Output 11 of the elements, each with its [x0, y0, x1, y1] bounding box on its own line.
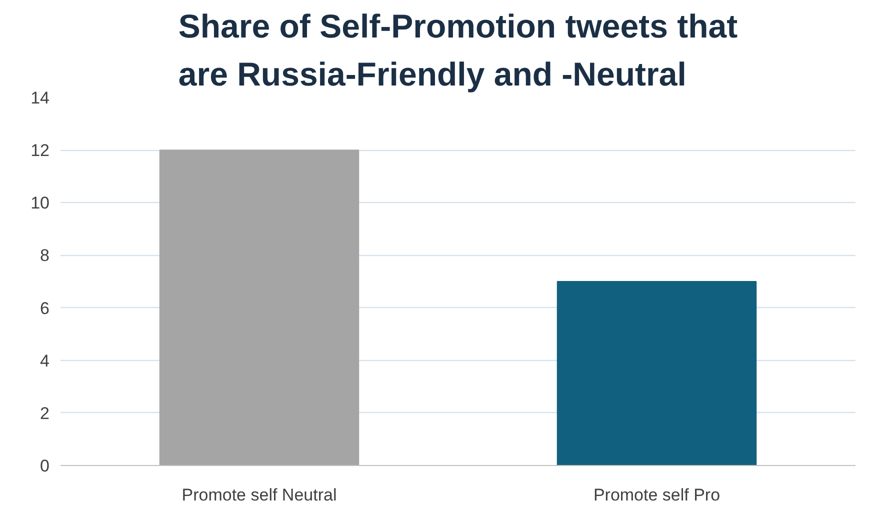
y-tick-label: 8 [40, 246, 50, 266]
y-tick-label: 0 [40, 456, 50, 476]
x-tick-label: Promote self Pro [593, 486, 720, 504]
chart-title: Share of Self-Promotion tweets that are Russia-Friendly and -Neutral [178, 7, 738, 92]
y-tick-label: 2 [40, 404, 50, 423]
x-tick-label: Promote self Neutral [182, 486, 337, 504]
y-tick-label: 4 [40, 351, 50, 370]
y-tick-label: 12 [30, 141, 50, 160]
y-tick-label: 14 [30, 88, 50, 108]
y-tick-label: 6 [40, 298, 50, 318]
y-tick-label: 10 [30, 194, 50, 213]
